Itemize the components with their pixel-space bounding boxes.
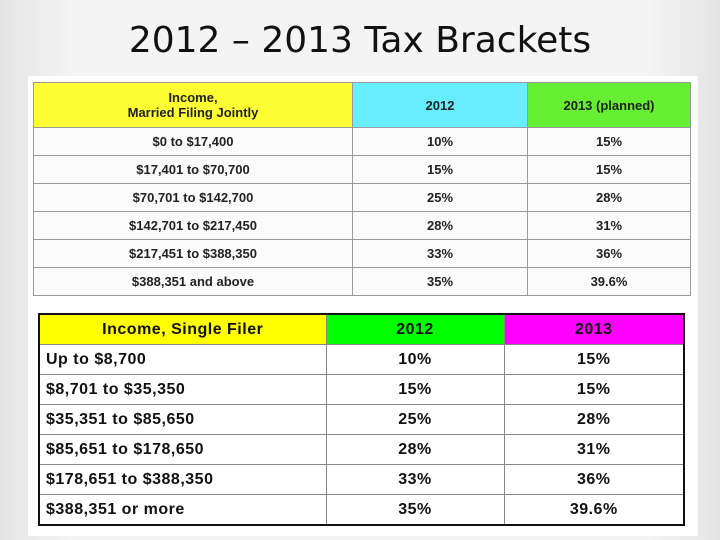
cell: 10% — [325, 344, 505, 375]
cell: 25% — [352, 183, 528, 212]
cell: $388,351 and above — [33, 267, 353, 296]
cell: 15% — [352, 155, 528, 184]
cell: 25% — [325, 404, 505, 435]
cell: $388,351 or more — [38, 494, 327, 526]
cell: $17,401 to $70,700 — [33, 155, 353, 184]
data-row: $17,401 to $70,700 15% 15% — [33, 155, 691, 184]
data-row: $388,351 or more 35% 39.6% — [38, 494, 685, 526]
cell: 15% — [503, 374, 685, 405]
data-row: $8,701 to $35,350 15% 15% — [38, 374, 685, 405]
cell: 33% — [325, 464, 505, 495]
single-table: Income, Single Filer 2012 2013 Up to $8,700… — [38, 313, 685, 526]
header-cell: Income, Single Filer — [38, 313, 327, 345]
married-table: Income, Married Filing Jointly 2012 2013 (p… — [33, 82, 691, 296]
cell: Up to $8,700 — [38, 344, 327, 375]
slide-title: 2012 – 2013 Tax Brackets — [128, 20, 592, 61]
header-cell: 2013 — [503, 313, 685, 345]
cell: 31% — [503, 434, 685, 465]
data-row: Up to $8,700 10% 15% — [38, 344, 685, 375]
cell: 35% — [352, 267, 528, 296]
header-cell: 2013 (planned) — [527, 82, 691, 128]
data-row: $388,351 and above 35% 39.6% — [33, 267, 691, 296]
cell: $85,651 to $178,650 — [38, 434, 327, 465]
cell: 35% — [325, 494, 505, 526]
header-line: Income, — [168, 90, 218, 105]
header-row: Income, Single Filer 2012 2013 — [38, 313, 685, 345]
data-row: $142,701 to $217,450 28% 31% — [33, 211, 691, 240]
cell: $8,701 to $35,350 — [38, 374, 327, 405]
cell: $0 to $17,400 — [33, 127, 353, 156]
cell: 28% — [527, 183, 691, 212]
header-row: Income, Married Filing Jointly 2012 2013 (p… — [33, 82, 691, 128]
cell: 36% — [527, 239, 691, 268]
cell: $35,351 to $85,650 — [38, 404, 327, 435]
header-line: Married Filing Jointly — [127, 105, 259, 120]
cell: 28% — [325, 434, 505, 465]
cell: 15% — [325, 374, 505, 405]
data-row: $70,701 to $142,700 25% 28% — [33, 183, 691, 212]
cell: 15% — [527, 127, 691, 156]
cell: 15% — [527, 155, 691, 184]
cell: 33% — [352, 239, 528, 268]
data-row: $0 to $17,400 10% 15% — [33, 127, 691, 156]
cell: 31% — [527, 211, 691, 240]
cell: $178,651 to $388,350 — [38, 464, 327, 495]
header-cell: 2012 — [352, 82, 528, 128]
cell: 10% — [352, 127, 528, 156]
cell: 39.6% — [503, 494, 685, 526]
cell: 39.6% — [527, 267, 691, 296]
header-cell: 2012 — [325, 313, 505, 345]
cell: 28% — [503, 404, 685, 435]
data-row: $217,451 to $388,350 33% 36% — [33, 239, 691, 268]
header-line: 2012 — [425, 97, 455, 113]
header-line: 2013 (planned) — [563, 97, 655, 113]
cell: $70,701 to $142,700 — [33, 183, 353, 212]
cell: $142,701 to $217,450 — [33, 211, 353, 240]
cell: 28% — [352, 211, 528, 240]
cell: 15% — [503, 344, 685, 375]
header-cell: Income, Married Filing Jointly — [33, 82, 353, 128]
data-row: $35,351 to $85,650 25% 28% — [38, 404, 685, 435]
data-row: $85,651 to $178,650 28% 31% — [38, 434, 685, 465]
cell: 36% — [503, 464, 685, 495]
data-row: $178,651 to $388,350 33% 36% — [38, 464, 685, 495]
cell: $217,451 to $388,350 — [33, 239, 353, 268]
